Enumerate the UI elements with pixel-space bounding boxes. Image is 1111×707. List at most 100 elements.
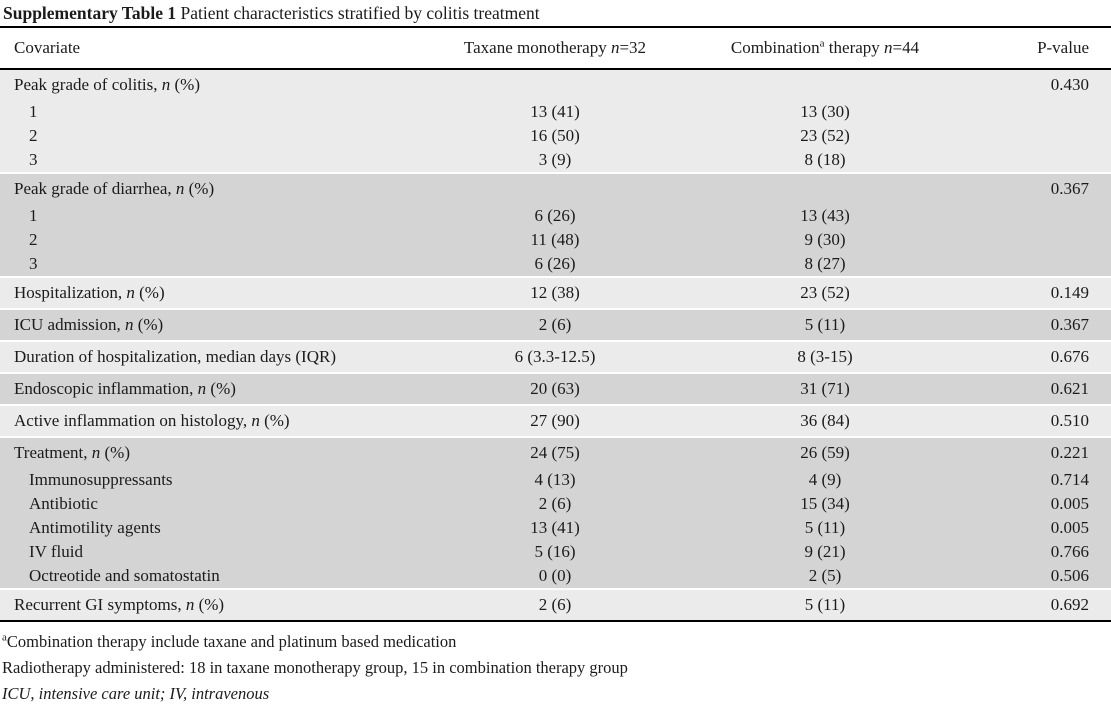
combination-cell: 31 (71) — [800, 379, 850, 398]
combination-cell: 5 (11) — [804, 518, 846, 537]
pvalue-cell: 0.692 — [1050, 595, 1089, 614]
combination-cell: 15 (34) — [800, 494, 850, 513]
taxane-cell: 27 (90) — [530, 411, 580, 430]
covariate-cell: 1 — [29, 102, 38, 121]
covariate-cell: 3 — [29, 254, 38, 273]
table-row: Duration of hospitalization, median days… — [0, 342, 1111, 372]
covariate-cell: Antibiotic — [29, 494, 98, 513]
table-row: 2 16 (50) 23 (52) — [0, 124, 1111, 148]
taxane-cell: 20 (63) — [530, 379, 580, 398]
taxane-cell: 2 (6) — [538, 595, 572, 614]
table-row: IV fluid 5 (16) 9 (21) 0.766 — [0, 540, 1111, 564]
combination-cell: 36 (84) — [800, 411, 850, 430]
table-row: Octreotide and somatostatin 0 (0) 2 (5) 0.5… — [0, 564, 1111, 588]
pvalue-cell: 0.714 — [1050, 470, 1089, 489]
taxane-cell: 2 (6) — [538, 315, 572, 334]
taxane-cell: 5 (16) — [534, 542, 576, 561]
footnote-combination-definition: aCombination therapy include taxane and … — [2, 631, 457, 651]
footnotes: aCombination therapy include taxane and … — [0, 622, 1111, 707]
table-section: Duration of hospitalization, median days… — [0, 342, 1111, 372]
table-row: Immunosuppressants 4 (13) 4 (9) 0.714 — [0, 468, 1111, 492]
column-header-covariate: Covariate — [14, 38, 81, 57]
combination-cell: 8 (3-15) — [797, 347, 853, 366]
table-title-text: Patient characteristics stratified by co… — [176, 3, 540, 23]
table-row: 3 3 (9) 8 (18) — [0, 148, 1111, 172]
table-body: Peak grade of colitis, n (%) 0.430 1 13 (41… — [0, 70, 1111, 622]
table-row: Hospitalization, n (%) 12 (38) 23 (52) 0.14… — [0, 278, 1111, 308]
combination-cell: 23 (52) — [800, 283, 850, 302]
table-row: 3 6 (26) 8 (27) — [0, 252, 1111, 276]
covariate-cell: 1 — [29, 206, 38, 225]
table-section: Peak grade of diarrhea, n (%) 0.367 1 6 (26… — [0, 174, 1111, 276]
column-header-pvalue: P-value — [1037, 38, 1089, 57]
pvalue-cell: 0.766 — [1050, 542, 1089, 561]
taxane-cell: 4 (13) — [534, 470, 576, 489]
covariate-cell: Immunosuppressants — [29, 470, 173, 489]
combination-cell: 5 (11) — [804, 595, 846, 614]
combination-cell: 13 (43) — [800, 206, 850, 225]
combination-cell: 4 (9) — [808, 470, 842, 489]
covariate-cell: Treatment, n (%) — [14, 443, 130, 462]
covariate-cell: 2 — [29, 126, 38, 145]
covariate-cell: Peak grade of diarrhea, n (%) — [14, 179, 215, 198]
pvalue-cell: 0.430 — [1050, 75, 1089, 94]
table-row: Antimotility agents 13 (41) 5 (11) 0.005 — [0, 516, 1111, 540]
combination-cell: 9 (30) — [804, 230, 846, 249]
taxane-cell: 3 (9) — [538, 150, 572, 169]
table-row: Recurrent GI symptoms, n (%) 2 (6) 5 (11) 0… — [0, 590, 1111, 620]
table-row: Endoscopic inflammation, n (%) 20 (63) 31 … — [0, 374, 1111, 404]
table-section: Hospitalization, n (%) 12 (38) 23 (52) 0.14… — [0, 278, 1111, 308]
table-row: Active inflammation on histology, n (%) 2… — [0, 406, 1111, 436]
taxane-cell: 6 (26) — [534, 206, 576, 225]
table-row: 1 13 (41) 13 (30) — [0, 100, 1111, 124]
table-section: Recurrent GI symptoms, n (%) 2 (6) 5 (11) 0… — [0, 590, 1111, 620]
covariate-cell: Antimotility agents — [29, 518, 161, 537]
combination-cell: 2 (5) — [808, 566, 842, 585]
combination-cell: 13 (30) — [800, 102, 850, 121]
combination-cell: 8 (27) — [804, 254, 846, 273]
table-row: Antibiotic 2 (6) 15 (34) 0.005 — [0, 492, 1111, 516]
table-section: Active inflammation on histology, n (%) 2… — [0, 406, 1111, 436]
taxane-cell: 11 (48) — [530, 230, 580, 249]
table-title: Supplementary Table 1 Patient characteri… — [0, 0, 1111, 28]
table-section: ICU admission, n (%) 2 (6) 5 (11) 0.367 — [0, 310, 1111, 340]
table-title-label: Supplementary Table 1 — [3, 3, 177, 23]
pvalue-cell: 0.510 — [1050, 411, 1089, 430]
table-row: Treatment, n (%) 24 (75) 26 (59) 0.221 — [0, 438, 1111, 468]
table-section: Peak grade of colitis, n (%) 0.430 1 13 (41… — [0, 70, 1111, 172]
covariate-cell: IV fluid — [29, 542, 83, 561]
taxane-cell: 0 (0) — [538, 566, 572, 585]
taxane-cell: 16 (50) — [530, 126, 580, 145]
covariate-cell: 3 — [29, 150, 38, 169]
table-row: Peak grade of colitis, n (%) 0.430 — [0, 70, 1111, 100]
pvalue-cell: 0.221 — [1050, 443, 1089, 462]
pvalue-cell: 0.367 — [1050, 315, 1089, 334]
footnote-radiotherapy: Radiotherapy administered: 18 in taxane … — [2, 658, 628, 677]
taxane-cell: 6 (26) — [534, 254, 576, 273]
taxane-cell: 6 (3.3-12.5) — [514, 347, 596, 366]
covariate-cell: Hospitalization, n (%) — [14, 283, 165, 302]
covariate-cell: Octreotide and somatostatin — [29, 566, 220, 585]
covariate-cell: Duration of hospitalization, median days… — [14, 347, 336, 366]
table-section: Treatment, n (%) 24 (75) 26 (59) 0.221 Immun… — [0, 438, 1111, 588]
pvalue-cell: 0.676 — [1050, 347, 1089, 366]
table-row: ICU admission, n (%) 2 (6) 5 (11) 0.367 — [0, 310, 1111, 340]
pvalue-cell: 0.005 — [1050, 494, 1089, 513]
pvalue-cell: 0.367 — [1050, 179, 1089, 198]
covariate-cell: Endoscopic inflammation, n (%) — [14, 379, 236, 398]
covariate-cell: Recurrent GI symptoms, n (%) — [14, 595, 225, 614]
table-row: 2 11 (48) 9 (30) — [0, 228, 1111, 252]
combination-cell: 8 (18) — [804, 150, 846, 169]
footnote-marker-a: a — [819, 37, 825, 50]
table-row: 1 6 (26) 13 (43) — [0, 204, 1111, 228]
table-row: Peak grade of diarrhea, n (%) 0.367 — [0, 174, 1111, 204]
combination-cell: 23 (52) — [800, 126, 850, 145]
table-header-row: Covariate Taxane monotherapy n=32 Combin… — [0, 28, 1111, 70]
footnote-abbreviations: ICU, intensive care unit; IV, intravenou… — [2, 684, 270, 703]
covariate-cell: Active inflammation on histology, n (%) — [14, 411, 290, 430]
taxane-cell: 13 (41) — [530, 518, 580, 537]
pvalue-cell: 0.149 — [1050, 283, 1089, 302]
taxane-cell: 13 (41) — [530, 102, 580, 121]
footnote-marker-a: a — [2, 631, 7, 644]
taxane-cell: 12 (38) — [530, 283, 580, 302]
